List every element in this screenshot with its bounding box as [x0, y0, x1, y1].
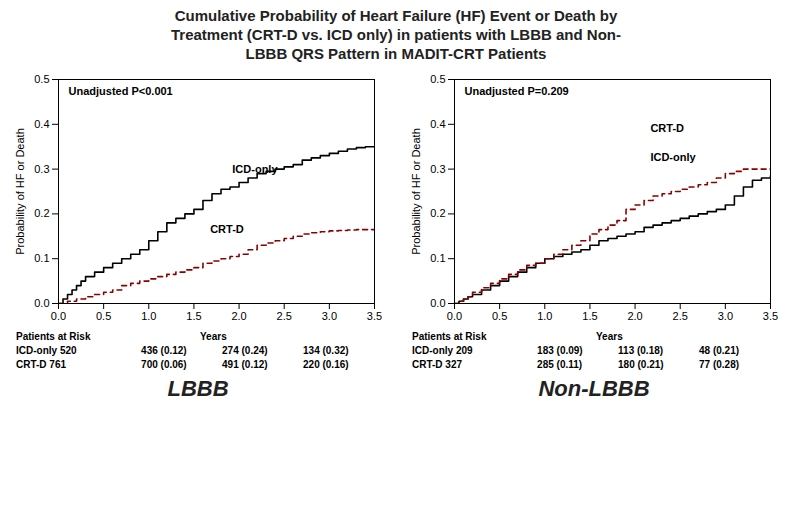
- html-text:LBBB: LBBB: [167, 376, 229, 401]
- html-text:CRT-D 327: CRT-D 327: [412, 359, 462, 370]
- html-text:285 (0.11): 285 (0.11): [537, 359, 583, 370]
- html-text:ICD-only 520: ICD-only 520: [16, 345, 77, 356]
- svg-text:0.4: 0.4: [34, 118, 49, 130]
- svg-text:0.3: 0.3: [430, 163, 445, 175]
- svg-text:0.1: 0.1: [34, 252, 49, 264]
- svg-text:CRT-D: CRT-D: [210, 223, 244, 235]
- html-text:134 (0.32): 134 (0.32): [303, 345, 349, 356]
- svg-text:0.2: 0.2: [430, 207, 445, 219]
- html-text:Cumulative Probability of Hear: Cumulative Probability of Heart Failure …: [174, 7, 618, 24]
- html-text:48 (0.21): 48 (0.21): [699, 345, 739, 356]
- svg-text:0.0: 0.0: [447, 310, 462, 322]
- html-text:Treatment (CRT-D vs. ICD only): Treatment (CRT-D vs. ICD only) in patien…: [171, 26, 621, 43]
- html-text:274 (0.24): 274 (0.24): [222, 345, 268, 356]
- html-text:Patients at Risk: Patients at Risk: [412, 331, 487, 342]
- svg-text:0.5: 0.5: [96, 310, 111, 322]
- svg-text:2.5: 2.5: [277, 310, 292, 322]
- html-text:ICD-only 209: ICD-only 209: [412, 345, 473, 356]
- svg-text:0.0: 0.0: [51, 310, 66, 322]
- html-text:180 (0.21): 180 (0.21): [618, 359, 664, 370]
- svg-text:0.5: 0.5: [34, 73, 49, 85]
- svg-text:0.1: 0.1: [430, 252, 445, 264]
- html-text:436 (0.12): 436 (0.12): [141, 345, 187, 356]
- svg-text:CRT-D: CRT-D: [650, 122, 684, 134]
- svg-text:Unadjusted P<0.001: Unadjusted P<0.001: [69, 85, 173, 97]
- svg-text:3.5: 3.5: [367, 310, 382, 322]
- svg-text:0.5: 0.5: [430, 73, 445, 85]
- svg-text:2.0: 2.0: [231, 310, 246, 322]
- svg-text:1.0: 1.0: [141, 310, 156, 322]
- html-text:700 (0.06): 700 (0.06): [141, 359, 187, 370]
- svg-text:0.0: 0.0: [430, 297, 445, 309]
- svg-text:Probability of HF or Death: Probability of HF or Death: [410, 128, 422, 255]
- svg-text:Unadjusted P=0.209: Unadjusted P=0.209: [465, 85, 569, 97]
- svg-text:2.0: 2.0: [627, 310, 642, 322]
- html-text:Non-LBBB: Non-LBBB: [538, 376, 650, 401]
- html-text:Patients at Risk: Patients at Risk: [16, 331, 91, 342]
- svg-text:ICD-only: ICD-only: [232, 163, 278, 175]
- html-text:Years: Years: [596, 331, 623, 342]
- svg-text:0.0: 0.0: [34, 297, 49, 309]
- svg-text:3.0: 3.0: [718, 310, 733, 322]
- svg-text:3.5: 3.5: [763, 310, 778, 322]
- html-text:220 (0.16): 220 (0.16): [303, 359, 349, 370]
- svg-text:3.0: 3.0: [322, 310, 337, 322]
- svg-text:0.5: 0.5: [492, 310, 507, 322]
- html-text:113 (0.18): 113 (0.18): [618, 345, 664, 356]
- html-text:LBBB QRS Pattern in MADIT-CRT: LBBB QRS Pattern in MADIT-CRT Patients: [245, 45, 547, 62]
- svg-text:0.4: 0.4: [430, 118, 445, 130]
- svg-text:1.5: 1.5: [186, 310, 201, 322]
- svg-text:1.5: 1.5: [582, 310, 597, 322]
- html-text:CRT-D 761: CRT-D 761: [16, 359, 66, 370]
- svg-text:Probability of HF or Death: Probability of HF or Death: [14, 128, 26, 255]
- svg-text:0.3: 0.3: [34, 163, 49, 175]
- svg-text:2.5: 2.5: [673, 310, 688, 322]
- html-text:491 (0.12): 491 (0.12): [222, 359, 268, 370]
- html-text:Years: Years: [200, 331, 227, 342]
- html-text:183 (0.09): 183 (0.09): [537, 345, 583, 356]
- svg-text:0.2: 0.2: [34, 207, 49, 219]
- html-text:77 (0.28): 77 (0.28): [699, 359, 739, 370]
- svg-text:ICD-only: ICD-only: [650, 151, 696, 163]
- svg-text:1.0: 1.0: [537, 310, 552, 322]
